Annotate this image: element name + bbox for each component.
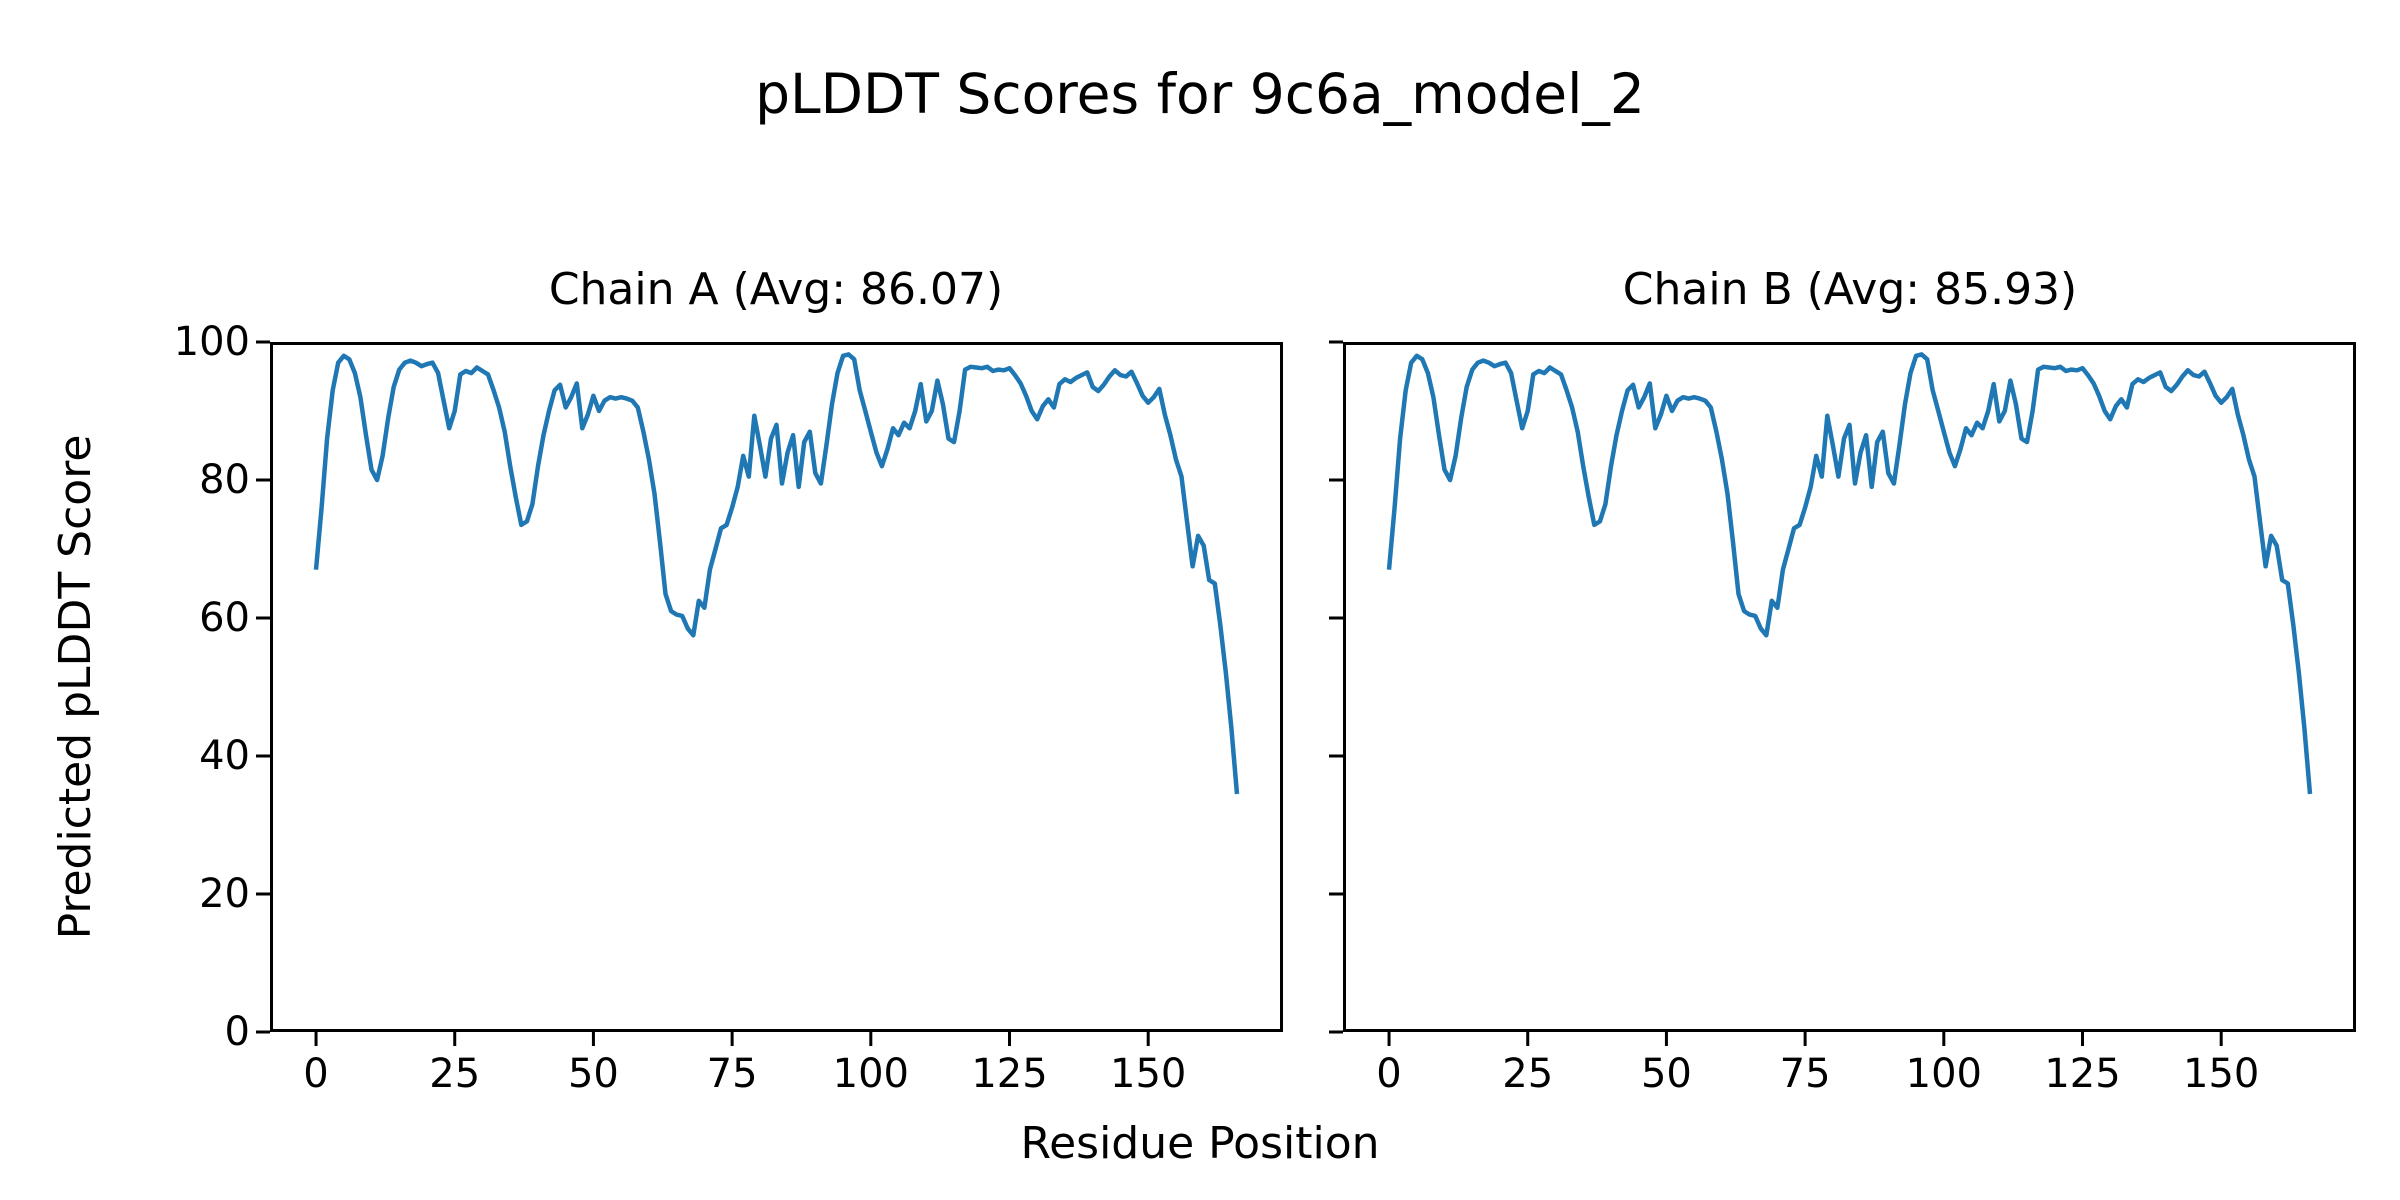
chain-b-plot-area — [1329, 340, 2356, 1046]
x-tick-label: 125 — [2044, 1051, 2121, 1097]
figure-title: pLDDT Scores for 9c6a_model_2 — [755, 62, 1645, 126]
plddt-line-chain-b — [1386, 352, 2313, 795]
y-axis-label: Predicted pLDDT Score — [50, 434, 101, 940]
x-tick-label: 75 — [706, 1051, 758, 1097]
axes-spines — [1343, 342, 2356, 1032]
chain-b-subplot-title: Chain B (Avg: 85.93) — [1622, 264, 2078, 315]
x-tick-label: 75 — [1779, 1051, 1831, 1097]
y-tick-label: 60 — [199, 595, 250, 641]
x-tick-label: 0 — [303, 1051, 329, 1097]
x-axis-label: Residue Position — [1020, 1118, 1380, 1169]
y-tick-label: 20 — [199, 871, 250, 917]
x-tick-label: 100 — [832, 1051, 909, 1097]
x-tick-label: 150 — [2183, 1051, 2260, 1097]
y-tick-label: 0 — [224, 1009, 250, 1055]
axes-spines — [270, 342, 1283, 1032]
y-tick-label: 40 — [199, 733, 250, 779]
chain-a-plot-area — [256, 340, 1283, 1046]
x-tick-label: 0 — [1376, 1051, 1402, 1097]
x-tick-label: 100 — [1905, 1051, 1982, 1097]
y-tick-label: 100 — [173, 319, 250, 365]
x-tick-label: 50 — [567, 1051, 619, 1097]
x-tick-label: 25 — [1502, 1051, 1554, 1097]
x-tick-label: 50 — [1640, 1051, 1692, 1097]
x-tick-label: 25 — [429, 1051, 481, 1097]
y-tick-label: 80 — [199, 457, 250, 503]
x-tick-label: 150 — [1110, 1051, 1187, 1097]
plddt-line-chain-a — [313, 352, 1240, 795]
x-tick-label: 125 — [971, 1051, 1048, 1097]
chain-a-subplot-title: Chain A (Avg: 86.07) — [548, 264, 1004, 315]
